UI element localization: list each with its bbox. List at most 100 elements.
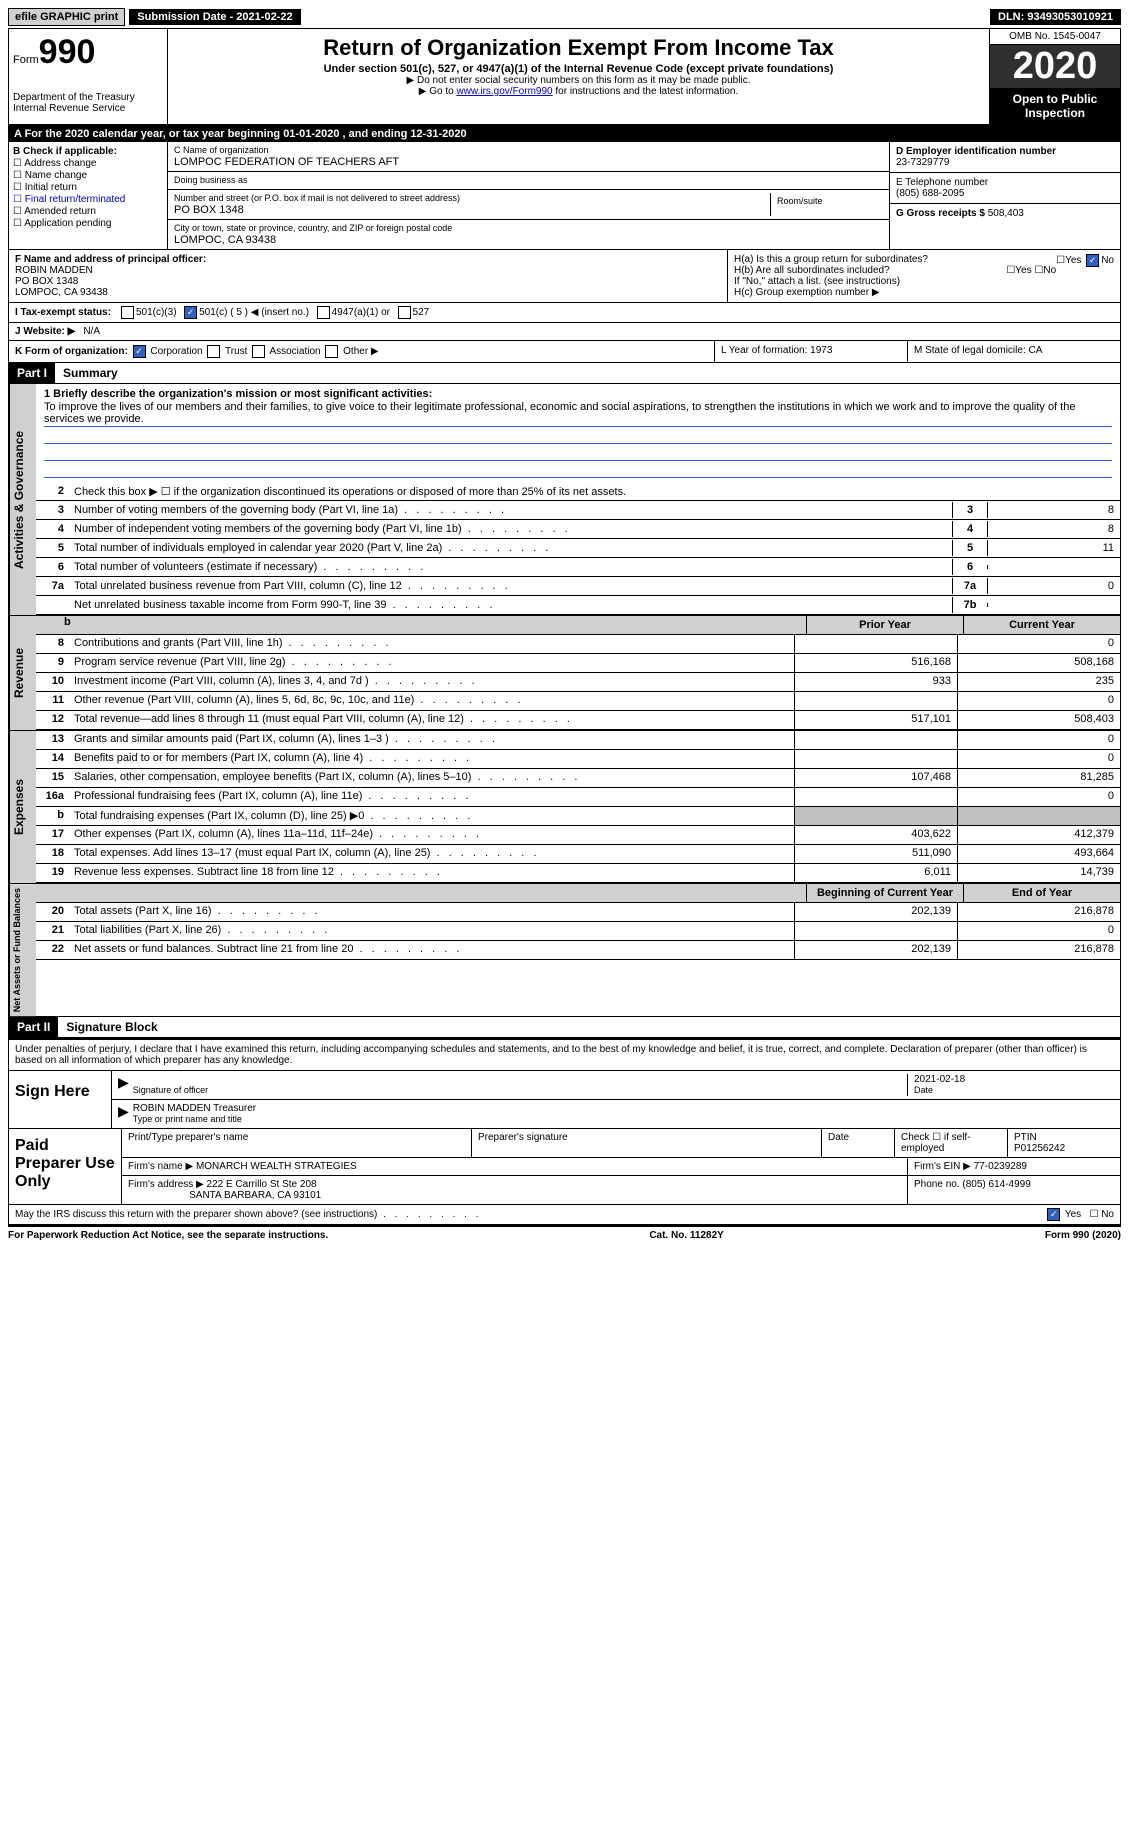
officer-name: ROBIN MADDEN bbox=[15, 265, 721, 276]
tax-status-row: I Tax-exempt status: 501(c)(3) 501(c) ( … bbox=[8, 303, 1121, 323]
dln: DLN: 93493053010921 bbox=[990, 9, 1121, 25]
vert-revenue: Revenue bbox=[9, 616, 36, 730]
year-formation: L Year of formation: 1973 bbox=[714, 341, 907, 362]
ptin-value: P01256242 bbox=[1014, 1143, 1065, 1154]
dept-treasury: Department of the Treasury bbox=[13, 92, 163, 103]
efile-print-button[interactable]: efile GRAPHIC print bbox=[8, 8, 125, 26]
financial-line: 18Total expenses. Add lines 13–17 (must … bbox=[36, 845, 1120, 864]
ein-value: 23-7329779 bbox=[896, 157, 1114, 168]
part1-header: Part I Summary bbox=[8, 363, 1121, 384]
ssn-note: ▶ Do not enter social security numbers o… bbox=[176, 75, 981, 86]
firm-phone: (805) 614-4999 bbox=[962, 1179, 1030, 1190]
prior-year-header: Prior Year bbox=[806, 616, 963, 634]
firm-addr1: 222 E Carrillo St Ste 208 bbox=[207, 1179, 317, 1190]
discuss-yes-checkbox[interactable] bbox=[1047, 1208, 1060, 1221]
discuss-row: May the IRS discuss this return with the… bbox=[8, 1205, 1121, 1225]
chk-name-change[interactable]: ☐ Name change bbox=[13, 170, 163, 181]
paid-preparer-label: Paid Preparer Use Only bbox=[9, 1129, 122, 1204]
paperwork-notice: For Paperwork Reduction Act Notice, see … bbox=[8, 1230, 328, 1241]
hc-label: H(c) Group exemption number ▶ bbox=[734, 287, 1114, 298]
signature-section: Under penalties of perjury, I declare th… bbox=[8, 1038, 1121, 1129]
sig-date: 2021-02-18 bbox=[914, 1074, 965, 1085]
financial-line: 16aProfessional fundraising fees (Part I… bbox=[36, 788, 1120, 807]
chk-trust[interactable] bbox=[207, 345, 220, 358]
financial-line: 19Revenue less expenses. Subtract line 1… bbox=[36, 864, 1120, 883]
chk-corporation[interactable] bbox=[133, 345, 146, 358]
financial-line: bTotal fundraising expenses (Part IX, co… bbox=[36, 807, 1120, 826]
firm-ein: 77-0239289 bbox=[974, 1161, 1027, 1172]
tax-year: 2020 bbox=[990, 45, 1120, 88]
governance-section: Activities & Governance 1 Briefly descri… bbox=[8, 384, 1121, 616]
hb-note: If "No," attach a list. (see instruction… bbox=[734, 276, 1114, 287]
financial-line: 14Benefits paid to or for members (Part … bbox=[36, 750, 1120, 769]
officer-street: PO BOX 1348 bbox=[15, 276, 721, 287]
irs-label: Internal Revenue Service bbox=[13, 103, 163, 114]
chk-other[interactable] bbox=[325, 345, 338, 358]
chk-501c[interactable] bbox=[184, 306, 197, 319]
tel-label: E Telephone number bbox=[896, 177, 1114, 188]
form-subtitle: Under section 501(c), 527, or 4947(a)(1)… bbox=[176, 63, 981, 75]
city-value: LOMPOC, CA 93438 bbox=[174, 234, 883, 246]
firm-name: MONARCH WEALTH STRATEGIES bbox=[196, 1161, 357, 1172]
financial-line: 15Salaries, other compensation, employee… bbox=[36, 769, 1120, 788]
expenses-section: Expenses 13Grants and similar amounts pa… bbox=[8, 731, 1121, 884]
omb-number: OMB No. 1545-0047 bbox=[990, 29, 1120, 45]
vert-expenses: Expenses bbox=[9, 731, 36, 883]
ha-no-checkbox[interactable] bbox=[1086, 254, 1099, 267]
chk-final-return[interactable]: ☐ Final return/terminated bbox=[13, 194, 163, 205]
submission-date: Submission Date - 2021-02-22 bbox=[129, 9, 300, 25]
irs-link[interactable]: www.irs.gov/Form990 bbox=[456, 86, 552, 97]
summary-line: Net unrelated business taxable income fr… bbox=[36, 596, 1120, 615]
chk-address-change[interactable]: ☐ Address change bbox=[13, 158, 163, 169]
page-footer: For Paperwork Reduction Act Notice, see … bbox=[8, 1225, 1121, 1244]
summary-line: 6Total number of volunteers (estimate if… bbox=[36, 558, 1120, 577]
chk-initial-return[interactable]: ☐ Initial return bbox=[13, 182, 163, 193]
state-domicile: M State of legal domicile: CA bbox=[907, 341, 1120, 362]
officer-city: LOMPOC, CA 93438 bbox=[15, 287, 721, 298]
form-title: Return of Organization Exempt From Incom… bbox=[176, 35, 981, 61]
form-ref: Form 990 (2020) bbox=[1045, 1230, 1121, 1241]
financial-line: 17Other expenses (Part IX, column (A), l… bbox=[36, 826, 1120, 845]
chk-application-pending[interactable]: ☐ Application pending bbox=[13, 218, 163, 229]
dba-label: Doing business as bbox=[174, 175, 248, 185]
chk-527[interactable] bbox=[398, 306, 411, 319]
beg-year-header: Beginning of Current Year bbox=[806, 884, 963, 902]
chk-501c3[interactable] bbox=[121, 306, 134, 319]
preparer-section: Paid Preparer Use Only Print/Type prepar… bbox=[8, 1129, 1121, 1205]
chk-4947[interactable] bbox=[317, 306, 330, 319]
officer-sig-name: ROBIN MADDEN Treasurer bbox=[133, 1103, 256, 1114]
period-row: A For the 2020 calendar year, or tax yea… bbox=[8, 126, 1121, 142]
net-assets-section: Net Assets or Fund Balances Beginning of… bbox=[8, 884, 1121, 1017]
form-header: Form990 Department of the Treasury Inter… bbox=[8, 28, 1121, 126]
part2-header: Part II Signature Block bbox=[8, 1017, 1121, 1038]
financial-line: 20Total assets (Part X, line 16)202,1392… bbox=[36, 903, 1120, 922]
chk-amended[interactable]: ☐ Amended return bbox=[13, 206, 163, 217]
open-inspection: Open to Public Inspection bbox=[990, 88, 1120, 124]
sign-here-label: Sign Here bbox=[9, 1071, 112, 1128]
financial-line: 21Total liabilities (Part X, line 26)0 bbox=[36, 922, 1120, 941]
ha-label: H(a) Is this a group return for subordin… bbox=[734, 254, 928, 265]
website-row: J Website: ▶ N/A bbox=[8, 323, 1121, 341]
street-value: PO BOX 1348 bbox=[174, 204, 770, 216]
vert-governance: Activities & Governance bbox=[9, 384, 36, 615]
summary-line: 4Number of independent voting members of… bbox=[36, 520, 1120, 539]
cat-number: Cat. No. 11282Y bbox=[649, 1230, 723, 1241]
mission-text: To improve the lives of our members and … bbox=[44, 400, 1112, 427]
tel-value: (805) 688-2095 bbox=[896, 188, 1114, 199]
current-year-header: Current Year bbox=[963, 616, 1120, 634]
hb-label: H(b) Are all subordinates included? bbox=[734, 265, 890, 276]
ein-label: D Employer identification number bbox=[896, 146, 1114, 157]
gross-label: G Gross receipts $ bbox=[896, 208, 985, 219]
form-number: 990 bbox=[39, 33, 96, 71]
room-label: Room/suite bbox=[771, 193, 883, 216]
city-label: City or town, state or province, country… bbox=[174, 223, 452, 233]
chk-association[interactable] bbox=[252, 345, 265, 358]
financial-line: 13Grants and similar amounts paid (Part … bbox=[36, 731, 1120, 750]
officer-group-row: F Name and address of principal officer:… bbox=[8, 250, 1121, 303]
vert-net-assets: Net Assets or Fund Balances bbox=[9, 884, 36, 1016]
summary-line: 5Total number of individuals employed in… bbox=[36, 539, 1120, 558]
officer-label: F Name and address of principal officer: bbox=[15, 254, 721, 265]
website-value: N/A bbox=[83, 326, 100, 337]
org-name: LOMPOC FEDERATION OF TEACHERS AFT bbox=[174, 156, 883, 168]
entity-block: B Check if applicable: ☐ Address change … bbox=[8, 142, 1121, 250]
